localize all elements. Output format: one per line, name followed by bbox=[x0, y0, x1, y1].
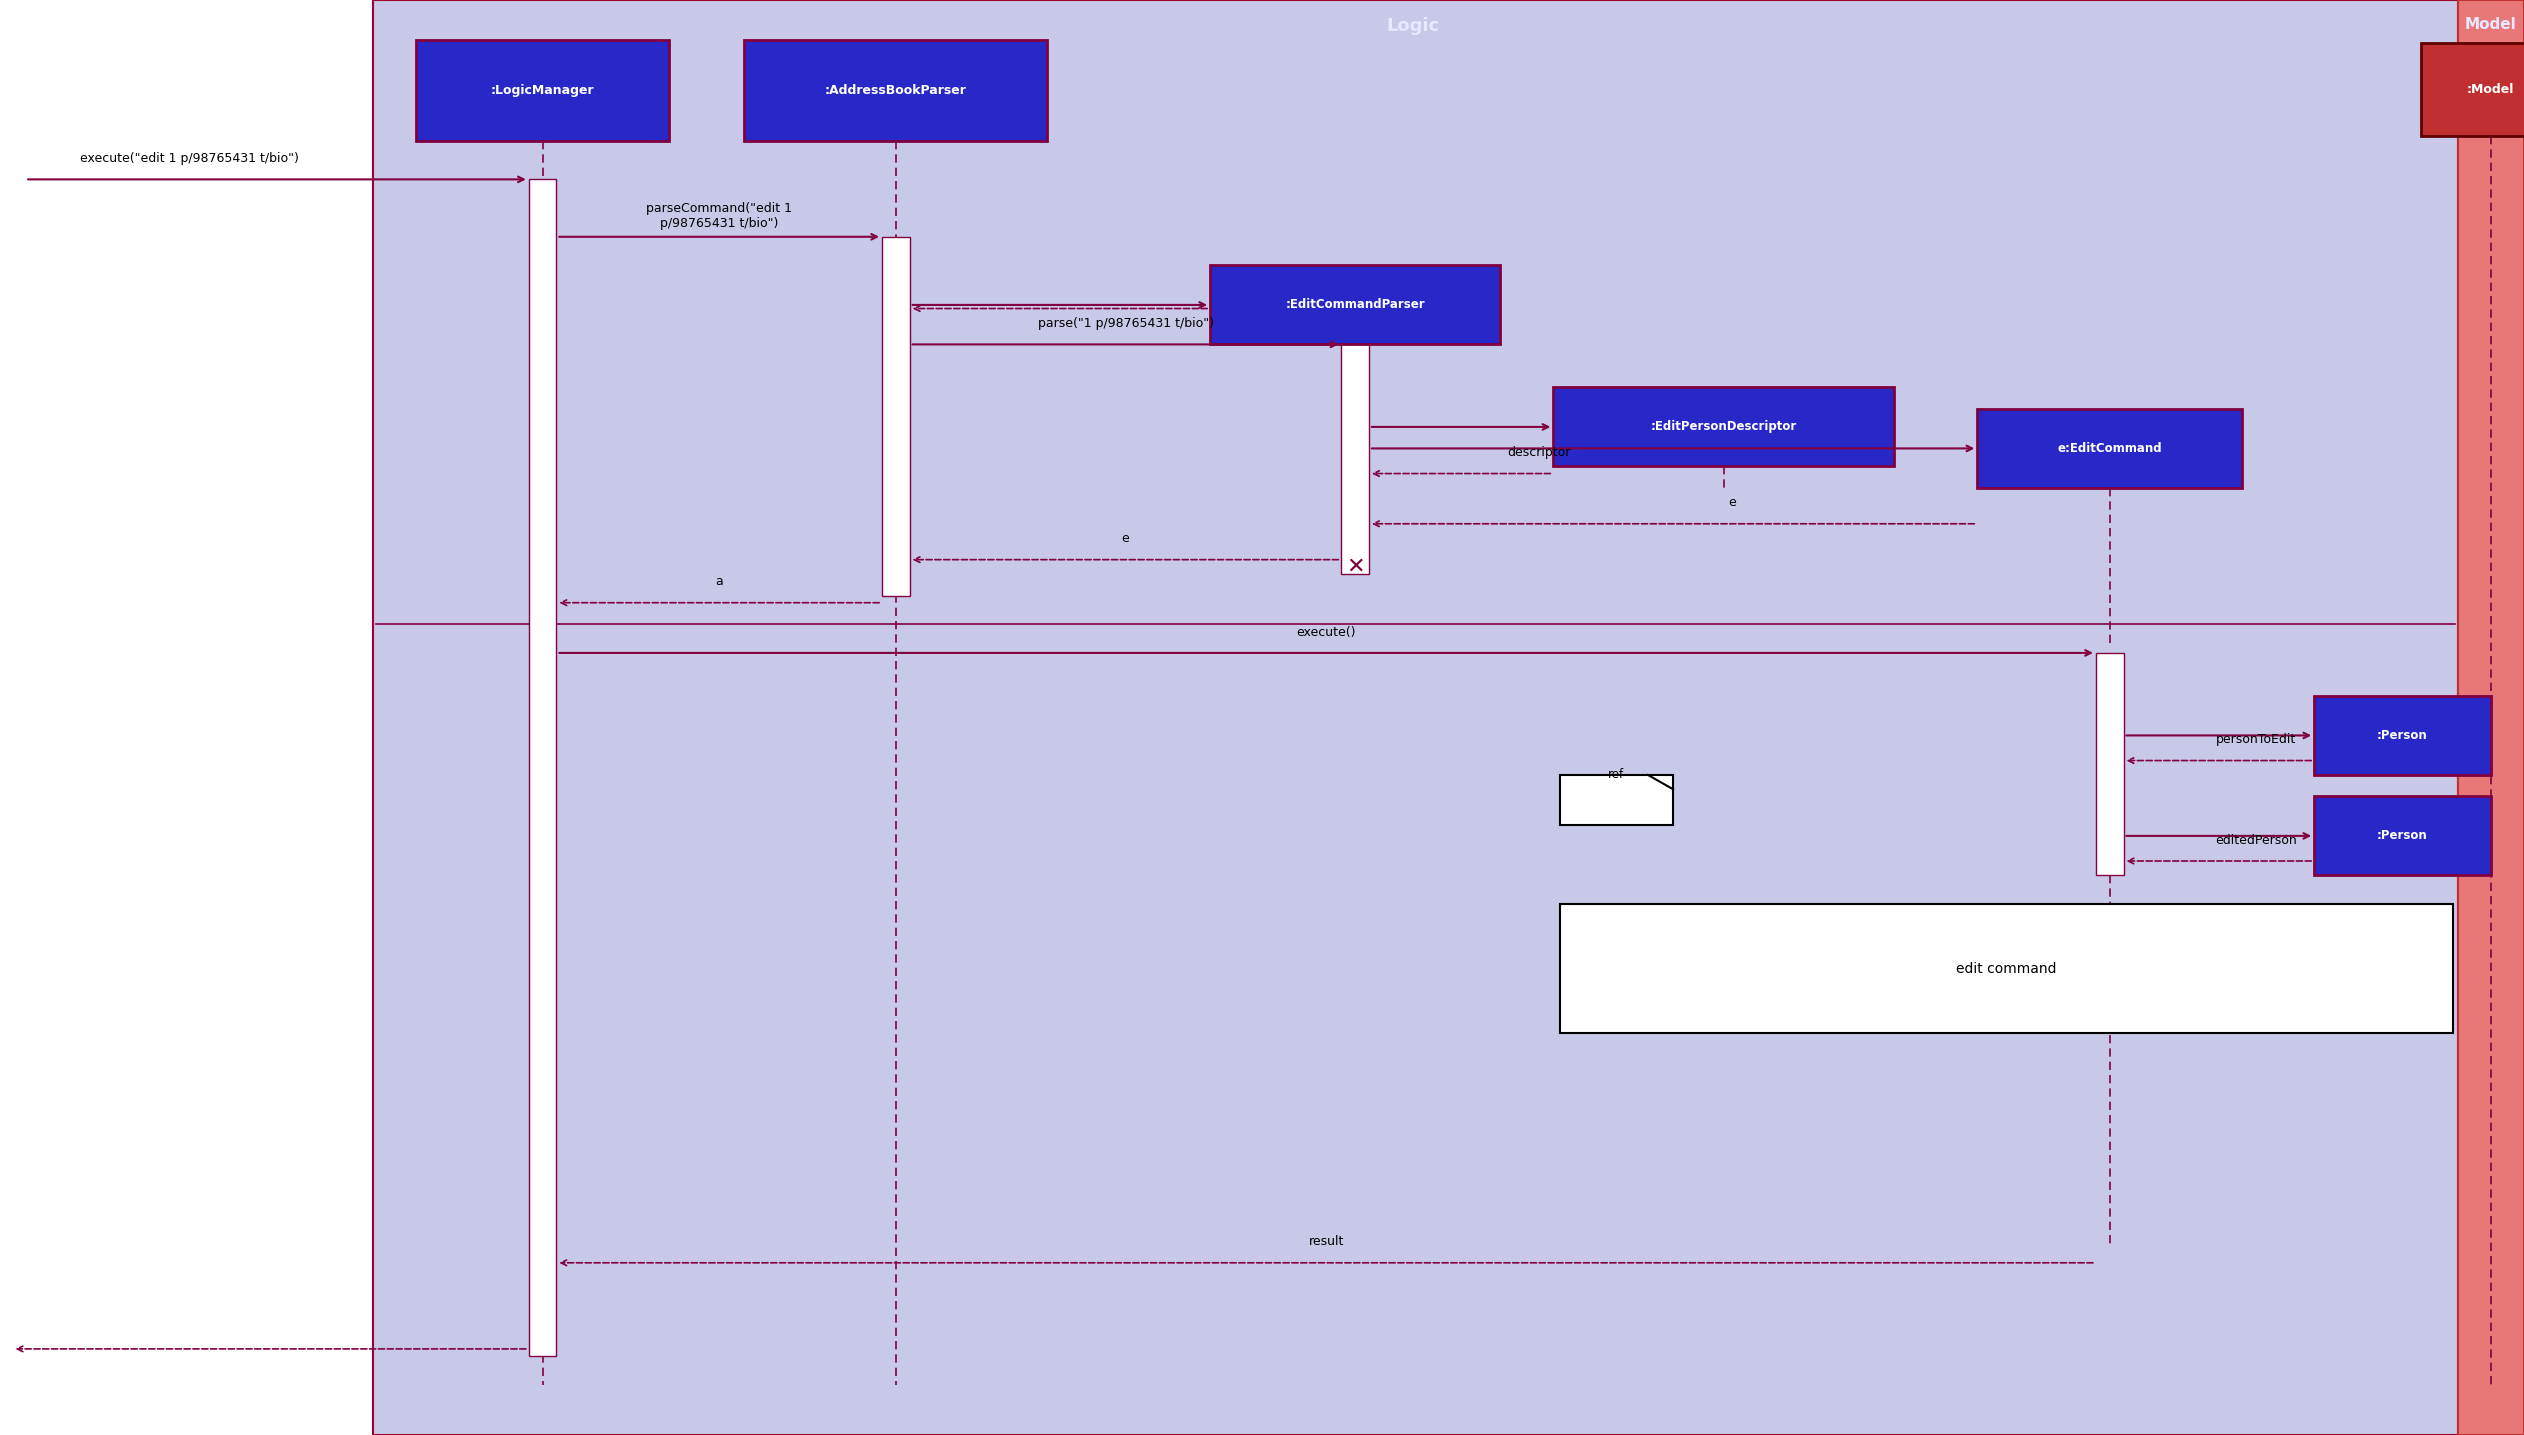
Text: Logic: Logic bbox=[1386, 17, 1439, 36]
Text: editedPerson: editedPerson bbox=[2216, 834, 2297, 847]
Text: ref: ref bbox=[1608, 768, 1625, 782]
Bar bbox=[1560, 904, 2453, 1033]
Bar bbox=[881, 237, 909, 596]
Text: e: e bbox=[1729, 497, 1737, 509]
Bar bbox=[745, 40, 1047, 141]
Text: edit command: edit command bbox=[1956, 961, 2057, 976]
Text: :EditPersonDescriptor: :EditPersonDescriptor bbox=[1651, 420, 1797, 433]
Text: parseCommand("edit 1
p/98765431 t/bio"): parseCommand("edit 1 p/98765431 t/bio") bbox=[646, 201, 793, 230]
Text: Model: Model bbox=[2466, 17, 2516, 32]
Text: descriptor: descriptor bbox=[1507, 446, 1570, 459]
Bar bbox=[2421, 43, 2524, 136]
Text: e:EditCommand: e:EditCommand bbox=[2057, 442, 2163, 455]
Bar bbox=[528, 179, 555, 1356]
Text: e: e bbox=[1121, 532, 1128, 545]
Bar bbox=[1552, 387, 1893, 466]
Bar bbox=[1209, 265, 1499, 344]
Text: :LogicManager: :LogicManager bbox=[490, 83, 593, 98]
Bar bbox=[1560, 775, 1673, 825]
Text: :Person: :Person bbox=[2378, 829, 2428, 842]
Text: :AddressBookParser: :AddressBookParser bbox=[825, 83, 967, 98]
Text: parse("1 p/98765431 t/bio"): parse("1 p/98765431 t/bio") bbox=[1037, 317, 1214, 330]
Text: ✕: ✕ bbox=[1345, 557, 1365, 577]
Text: :EditCommandParser: :EditCommandParser bbox=[1285, 298, 1426, 311]
Text: execute("edit 1 p/98765431 t/bio"): execute("edit 1 p/98765431 t/bio") bbox=[81, 152, 298, 165]
Text: execute(): execute() bbox=[1297, 626, 1355, 639]
Text: :Model: :Model bbox=[2466, 83, 2514, 96]
Bar bbox=[1340, 344, 1368, 574]
Bar bbox=[2458, 0, 2524, 1435]
Bar bbox=[374, 0, 2458, 1435]
Bar bbox=[416, 40, 669, 141]
Text: :Person: :Person bbox=[2378, 729, 2428, 742]
Text: a: a bbox=[714, 575, 722, 588]
Text: result: result bbox=[1307, 1236, 1343, 1248]
Bar bbox=[1976, 409, 2241, 488]
Bar bbox=[2315, 796, 2491, 875]
Bar bbox=[2095, 653, 2123, 875]
Text: personToEdit: personToEdit bbox=[2216, 733, 2297, 746]
Bar bbox=[2315, 696, 2491, 775]
